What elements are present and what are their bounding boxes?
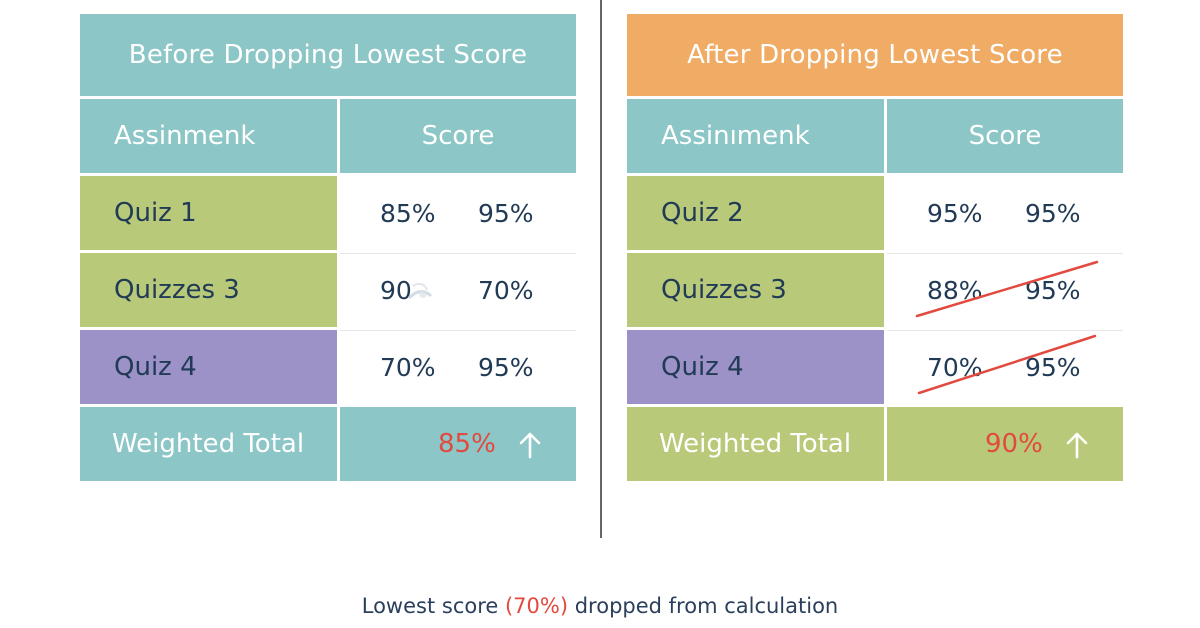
score-value: 95%: [1025, 276, 1081, 305]
weighted-total-cell: 85%: [340, 407, 576, 481]
table-row: Quiz 4 70% 95%: [627, 330, 1123, 404]
score-value: 95%: [1025, 353, 1081, 382]
footer-caption: Lowest score (70%) dropped from calculat…: [0, 594, 1200, 618]
before-table: Before Dropping Lowest Score Assinmenk S…: [80, 14, 576, 481]
total-row: Weighted Total 90%: [627, 407, 1123, 481]
footer-highlight: (70%): [504, 594, 569, 618]
before-title: Before Dropping Lowest Score: [80, 14, 576, 96]
smudge-mark: [407, 282, 433, 300]
table-row: Quiz 4 70% 95%: [80, 330, 576, 404]
assignment-label: Quizzes 3: [627, 253, 884, 327]
table-row: Quizzes 3 90 70%: [80, 253, 576, 327]
table-row: Quiz 2 95% 95%: [627, 176, 1123, 250]
score-value: 95%: [1025, 198, 1081, 228]
score-column-header: Score: [340, 99, 576, 173]
total-row: Weighted Total 85%: [80, 407, 576, 481]
score-cell: 70% 95%: [887, 330, 1123, 404]
assignment-label: Quizzes 3: [80, 253, 337, 327]
score-value: 95%: [478, 198, 534, 228]
score-cell: 95% 95%: [887, 176, 1123, 250]
assignment-column-header: Assinımenk: [627, 99, 884, 173]
strikethrough-line: [915, 260, 1099, 318]
score-value: 85%: [380, 198, 436, 228]
score-cell: 85% 95%: [340, 176, 576, 250]
score-cell: 90 70%: [340, 253, 576, 327]
table-row: Quiz 1 85% 95%: [80, 176, 576, 250]
score-value: 90: [380, 276, 412, 305]
weighted-total-value: 85%: [438, 429, 496, 459]
before-header-row: Assinmenk Score: [80, 99, 576, 173]
arrow-up-icon: [1066, 432, 1088, 459]
score-value: 95%: [478, 353, 534, 382]
score-value: 95%: [927, 198, 983, 228]
after-title: After Dropping Lowest Score: [627, 14, 1123, 96]
weighted-total-label: Weighted Total: [80, 407, 337, 481]
assignment-label: Quiz 4: [627, 330, 884, 404]
table-row: Quizzes 3 88% 95%: [627, 253, 1123, 327]
score-cell: 70% 95%: [340, 330, 576, 404]
score-value: 88%: [927, 276, 983, 305]
weighted-total-value: 90%: [985, 429, 1043, 459]
footer-prefix: Lowest score: [361, 594, 505, 618]
assignment-column-header: Assinmenk: [80, 99, 337, 173]
score-value: 70%: [478, 276, 534, 305]
footer-suffix: dropped from calculation: [568, 594, 839, 618]
assignment-label: Quiz 4: [80, 330, 337, 404]
after-header-row: Assinımenk Score: [627, 99, 1123, 173]
after-table: After Dropping Lowest Score Assinımenk S…: [627, 14, 1123, 481]
score-cell: 88% 95%: [887, 253, 1123, 327]
strikethrough-line: [917, 334, 1097, 395]
assignment-label: Quiz 1: [80, 176, 337, 250]
vertical-divider: [600, 0, 602, 538]
score-value: 70%: [380, 353, 436, 382]
score-value: 70%: [927, 353, 983, 382]
score-column-header: Score: [887, 99, 1123, 173]
assignment-label: Quiz 2: [627, 176, 884, 250]
arrow-up-icon: [519, 432, 541, 459]
weighted-total-cell: 90%: [887, 407, 1123, 481]
weighted-total-label: Weighted Total: [627, 407, 884, 481]
